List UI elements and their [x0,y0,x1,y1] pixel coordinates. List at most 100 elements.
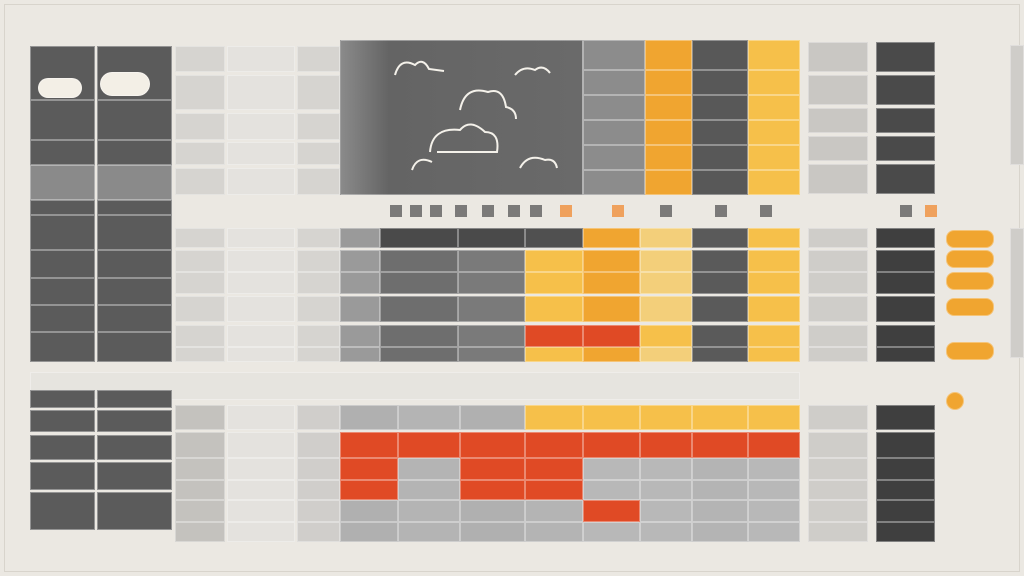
grid-cell[interactable] [748,325,800,347]
forecast-cell[interactable] [645,70,692,95]
side-cell[interactable] [808,228,868,248]
table-cell[interactable] [227,458,295,480]
grid-cell[interactable] [340,228,380,248]
grid-cell[interactable] [748,480,800,500]
grid-cell[interactable] [380,296,458,322]
grid-cell[interactable] [525,522,583,542]
table-cell[interactable] [297,250,340,272]
grid-cell[interactable] [458,325,525,347]
left-panel-cell[interactable] [97,278,172,305]
table-cell[interactable] [227,522,295,542]
left-panel-cell[interactable] [30,215,95,250]
side-cell[interactable] [876,432,935,458]
table-cell[interactable] [175,272,225,294]
table-cell[interactable] [227,46,295,72]
grid-cell[interactable] [340,405,398,430]
table-cell[interactable] [227,296,295,322]
grid-cell[interactable] [748,458,800,480]
table-cell[interactable] [175,113,225,140]
side-cell[interactable] [876,136,935,161]
side-cell[interactable] [808,432,868,458]
table-cell[interactable] [175,405,225,430]
table-cell[interactable] [227,347,295,362]
grid-cell[interactable] [748,522,800,542]
grid-cell[interactable] [583,458,640,480]
grid-cell[interactable] [380,347,458,362]
grid-cell[interactable] [640,272,692,294]
grid-cell[interactable] [640,250,692,272]
left-panel-cell[interactable] [30,332,95,362]
grid-cell[interactable] [340,272,380,294]
table-cell[interactable] [175,75,225,110]
left-panel-cell[interactable] [97,435,172,460]
table-cell[interactable] [175,480,225,500]
grid-cell[interactable] [640,228,692,248]
grid-cell[interactable] [398,458,460,480]
left-panel-cell[interactable] [30,278,95,305]
table-cell[interactable] [297,500,340,522]
side-cell[interactable] [876,480,935,500]
left-panel-cell[interactable] [97,140,172,165]
table-cell[interactable] [297,168,340,195]
left-panel-cell[interactable] [30,140,95,165]
table-cell[interactable] [175,347,225,362]
table-cell[interactable] [297,46,340,72]
grid-cell[interactable] [583,480,640,500]
side-cell[interactable] [808,405,868,430]
forecast-cell[interactable] [645,170,692,195]
table-cell[interactable] [227,405,295,430]
table-cell[interactable] [297,113,340,140]
grid-cell[interactable] [692,458,748,480]
forecast-cell[interactable] [692,95,748,120]
table-cell[interactable] [297,458,340,480]
left-panel-cell[interactable] [97,462,172,490]
side-cell[interactable] [808,136,868,161]
left-panel-cell[interactable] [97,390,172,408]
grid-cell[interactable] [692,405,748,430]
forecast-cell[interactable] [692,145,748,170]
table-cell[interactable] [227,250,295,272]
status-pill[interactable] [946,250,994,268]
left-panel-cell[interactable] [97,100,172,140]
table-cell[interactable] [227,75,295,110]
left-panel-cell[interactable] [30,250,95,278]
table-cell[interactable] [175,142,225,165]
table-cell[interactable] [227,480,295,500]
table-cell[interactable] [175,458,225,480]
side-cell[interactable] [876,250,935,272]
grid-cell[interactable] [748,405,800,430]
side-cell[interactable] [808,42,868,72]
grid-cell[interactable] [340,296,380,322]
grid-cell[interactable] [458,250,525,272]
grid-cell[interactable] [340,480,398,500]
grid-cell[interactable] [525,458,583,480]
grid-cell[interactable] [640,458,692,480]
grid-cell[interactable] [748,347,800,362]
forecast-cell[interactable] [645,120,692,145]
column-header[interactable] [692,40,748,70]
grid-cell[interactable] [692,228,748,248]
grid-cell[interactable] [525,347,583,362]
grid-cell[interactable] [398,405,460,430]
grid-cell[interactable] [340,458,398,480]
table-cell[interactable] [175,228,225,248]
side-cell[interactable] [876,405,935,430]
grid-cell[interactable] [458,296,525,322]
side-cell[interactable] [876,325,935,347]
side-cell[interactable] [876,42,935,72]
grid-cell[interactable] [380,228,458,248]
table-cell[interactable] [297,228,340,248]
grid-cell[interactable] [525,432,583,458]
side-cell[interactable] [808,250,868,272]
table-cell[interactable] [227,142,295,165]
left-panel-cell[interactable] [97,492,172,530]
grid-cell[interactable] [583,296,640,322]
forecast-cell[interactable] [692,120,748,145]
grid-cell[interactable] [340,325,380,347]
status-pill[interactable] [946,342,994,360]
left-panel-cell[interactable] [97,332,172,362]
grid-cell[interactable] [460,405,525,430]
side-cell[interactable] [808,108,868,133]
grid-cell[interactable] [692,500,748,522]
grid-cell[interactable] [583,228,640,248]
